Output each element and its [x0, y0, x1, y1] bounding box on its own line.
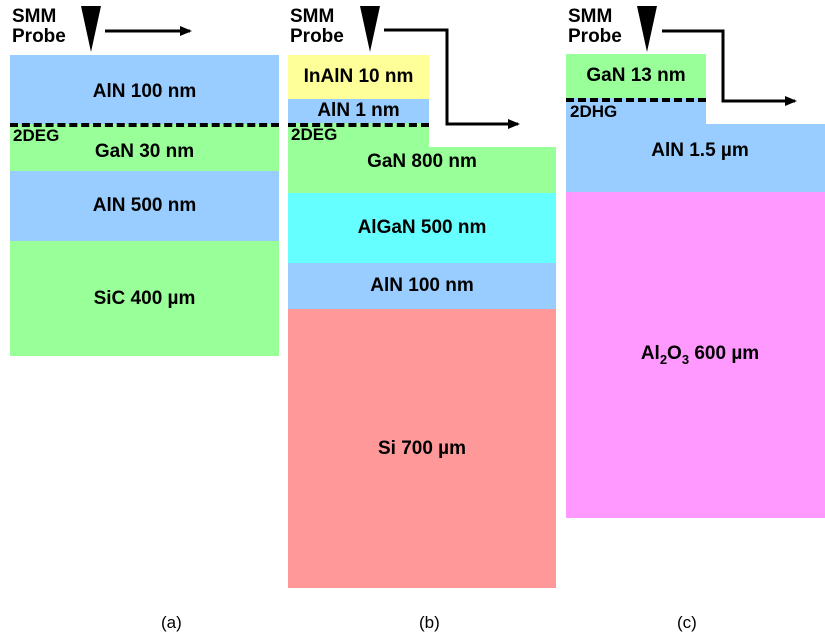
probe-label-b: SMM Probe	[290, 6, 344, 47]
gas-line-c	[566, 98, 706, 102]
scan-arrow-c	[662, 29, 797, 106]
layer-b-inaln: InAlN 10 nm	[288, 55, 429, 99]
layer-b-aln: AlN 100 nm	[288, 263, 556, 309]
scan-arrow-b	[384, 28, 520, 129]
gas-label-a: 2DEG	[13, 126, 60, 145]
layer-c-aln: AlN 1.5 µm	[566, 124, 825, 192]
probe-label-a: SMM Probe	[12, 6, 66, 47]
caption-a: (a)	[161, 613, 182, 632]
probe-tip-icon	[637, 6, 657, 52]
layer-a-sic: SiC 400 µm	[10, 241, 279, 356]
layer-b-aln-thin: AlN 1 nm	[288, 99, 429, 123]
layer-c-gan: GaN 13 nm	[566, 54, 706, 98]
layer-b-gan: GaN 800 nm	[288, 147, 556, 193]
gas-label-c: 2DHG	[570, 102, 618, 121]
probe-tip-icon	[81, 6, 101, 52]
layer-a-aln: AlN 500 nm	[10, 171, 279, 241]
panel-c-stack: GaN 13 nm AlN 1.5 µm Al2O3 600 µm	[566, 54, 825, 518]
layer-b-algan: AlGaN 500 nm	[288, 193, 556, 263]
layer-b-gan-step	[288, 123, 429, 147]
layer-b-si: Si 700 µm	[288, 309, 556, 588]
layer-c-aln-step	[566, 98, 706, 124]
gas-line-b	[288, 123, 429, 127]
probe-tip-icon	[360, 6, 380, 52]
layer-a-aln-top: AlN 100 nm	[10, 55, 279, 124]
gas-line-a	[10, 123, 279, 127]
gas-label-b: 2DEG	[291, 125, 338, 144]
caption-b: (b)	[419, 613, 440, 632]
sapphire-label: Al2O3 600 µm	[640, 343, 760, 367]
caption-c: (c)	[677, 613, 697, 632]
layer-c-sapphire: Al2O3 600 µm	[566, 192, 825, 518]
panel-b-stack: InAlN 10 nm AlN 1 nm GaN 800 nm AlGaN 50…	[288, 55, 556, 588]
layer-a-gan: GaN 30 nm	[10, 124, 279, 171]
probe-label-c: SMM Probe	[568, 6, 622, 47]
